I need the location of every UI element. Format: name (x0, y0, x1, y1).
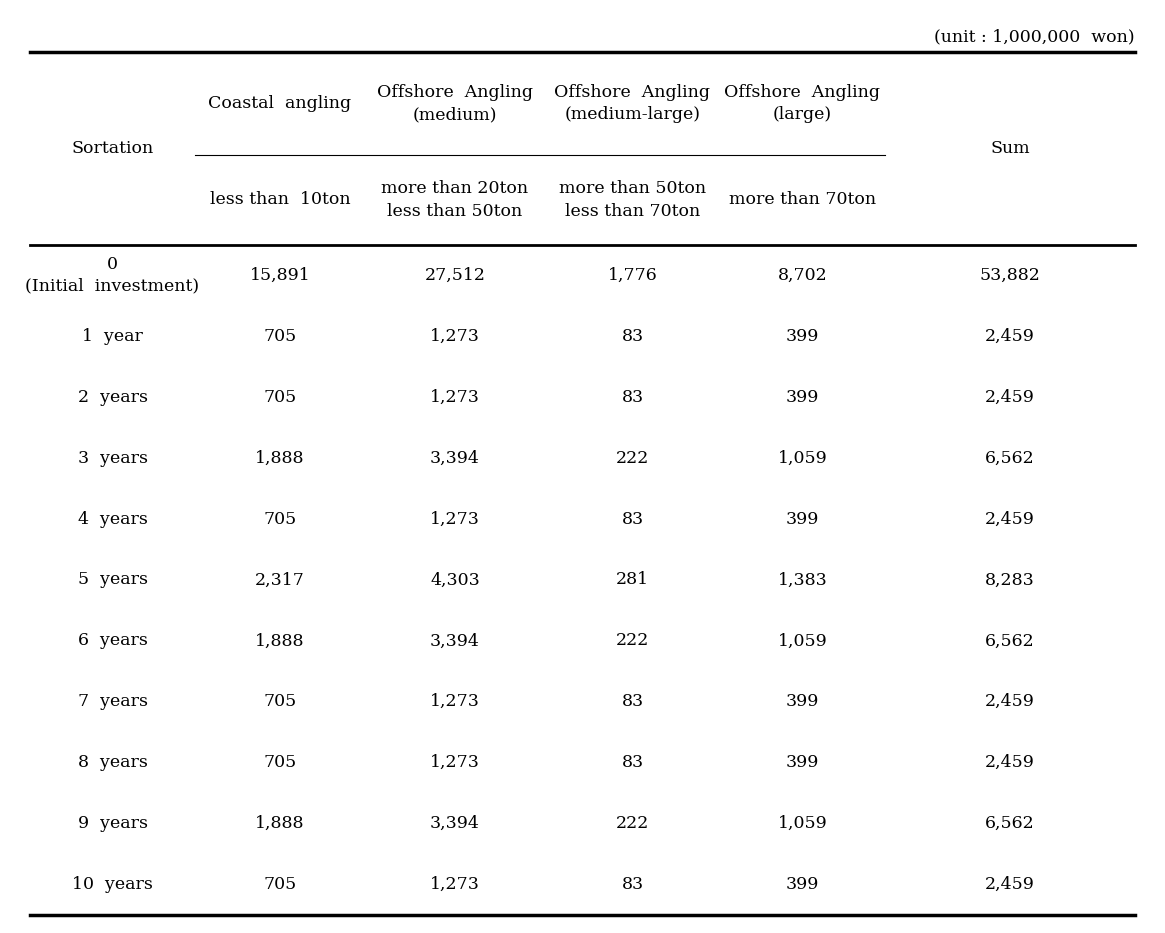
Text: 222: 222 (616, 815, 649, 832)
Text: 83: 83 (621, 693, 643, 710)
Text: 3,394: 3,394 (430, 450, 480, 466)
Text: (unit : 1,000,000  won): (unit : 1,000,000 won) (934, 28, 1135, 45)
Text: Coastal  angling: Coastal angling (209, 95, 352, 112)
Text: more than 20ton
less than 50ton: more than 20ton less than 50ton (381, 180, 529, 219)
Text: 8  years: 8 years (78, 754, 148, 772)
Text: 2  years: 2 years (78, 389, 148, 406)
Text: 8,283: 8,283 (986, 572, 1035, 589)
Text: 399: 399 (786, 693, 819, 710)
Text: 1,273: 1,273 (430, 327, 480, 345)
Text: 83: 83 (621, 327, 643, 345)
Text: 5  years: 5 years (78, 572, 148, 589)
Text: 705: 705 (263, 876, 297, 893)
Text: 399: 399 (786, 754, 819, 772)
Text: 6,562: 6,562 (986, 633, 1035, 649)
Text: 222: 222 (616, 450, 649, 466)
Text: 222: 222 (616, 633, 649, 649)
Text: 705: 705 (263, 510, 297, 527)
Text: 83: 83 (621, 389, 643, 406)
Text: 1,273: 1,273 (430, 510, 480, 527)
Text: 9  years: 9 years (78, 815, 148, 832)
Text: less than  10ton: less than 10ton (210, 191, 351, 208)
Text: more than 70ton: more than 70ton (729, 191, 876, 208)
Text: 6,562: 6,562 (986, 450, 1035, 466)
Text: 2,459: 2,459 (986, 327, 1035, 345)
Text: 7  years: 7 years (78, 693, 148, 710)
Text: Offshore  Angling
(large): Offshore Angling (large) (725, 84, 881, 123)
Text: 281: 281 (616, 572, 649, 589)
Text: 10  years: 10 years (72, 876, 153, 893)
Text: 1,776: 1,776 (608, 267, 657, 284)
Text: Sortation: Sortation (71, 140, 154, 157)
Text: 2,317: 2,317 (255, 572, 305, 589)
Text: 1,888: 1,888 (255, 633, 305, 649)
Text: more than 50ton
less than 70ton: more than 50ton less than 70ton (559, 180, 706, 219)
Text: 705: 705 (263, 693, 297, 710)
Text: 1,273: 1,273 (430, 693, 480, 710)
Text: Offshore  Angling
(medium): Offshore Angling (medium) (377, 84, 534, 123)
Text: 2,459: 2,459 (986, 510, 1035, 527)
Text: 2,459: 2,459 (986, 693, 1035, 710)
Text: 3,394: 3,394 (430, 633, 480, 649)
Text: 705: 705 (263, 389, 297, 406)
Text: 1,273: 1,273 (430, 754, 480, 772)
Text: 4,303: 4,303 (430, 572, 480, 589)
Text: 3,394: 3,394 (430, 815, 480, 832)
Text: 705: 705 (263, 327, 297, 345)
Text: 399: 399 (786, 510, 819, 527)
Text: 2,459: 2,459 (986, 876, 1035, 893)
Text: 3  years: 3 years (78, 450, 148, 466)
Text: 1,888: 1,888 (255, 815, 305, 832)
Text: 6  years: 6 years (78, 633, 148, 649)
Text: 2,459: 2,459 (986, 389, 1035, 406)
Text: 83: 83 (621, 510, 643, 527)
Text: 2,459: 2,459 (986, 754, 1035, 772)
Text: 1,273: 1,273 (430, 876, 480, 893)
Text: 1  year: 1 year (82, 327, 143, 345)
Text: 1,273: 1,273 (430, 389, 480, 406)
Text: 27,512: 27,512 (424, 267, 486, 284)
Text: 1,383: 1,383 (777, 572, 827, 589)
Text: 15,891: 15,891 (249, 267, 310, 284)
Text: 1,059: 1,059 (777, 450, 827, 466)
Text: 399: 399 (786, 876, 819, 893)
Text: 399: 399 (786, 389, 819, 406)
Text: 53,882: 53,882 (980, 267, 1040, 284)
Text: 1,888: 1,888 (255, 450, 305, 466)
Text: 399: 399 (786, 327, 819, 345)
Text: 6,562: 6,562 (986, 815, 1035, 832)
Text: 83: 83 (621, 876, 643, 893)
Text: Offshore  Angling
(medium-large): Offshore Angling (medium-large) (555, 84, 711, 123)
Text: 4  years: 4 years (78, 510, 148, 527)
Text: 0
(Initial  investment): 0 (Initial investment) (26, 257, 199, 295)
Text: 8,702: 8,702 (777, 267, 827, 284)
Text: 83: 83 (621, 754, 643, 772)
Text: Sum: Sum (990, 140, 1030, 157)
Text: 1,059: 1,059 (777, 633, 827, 649)
Text: 1,059: 1,059 (777, 815, 827, 832)
Text: 705: 705 (263, 754, 297, 772)
